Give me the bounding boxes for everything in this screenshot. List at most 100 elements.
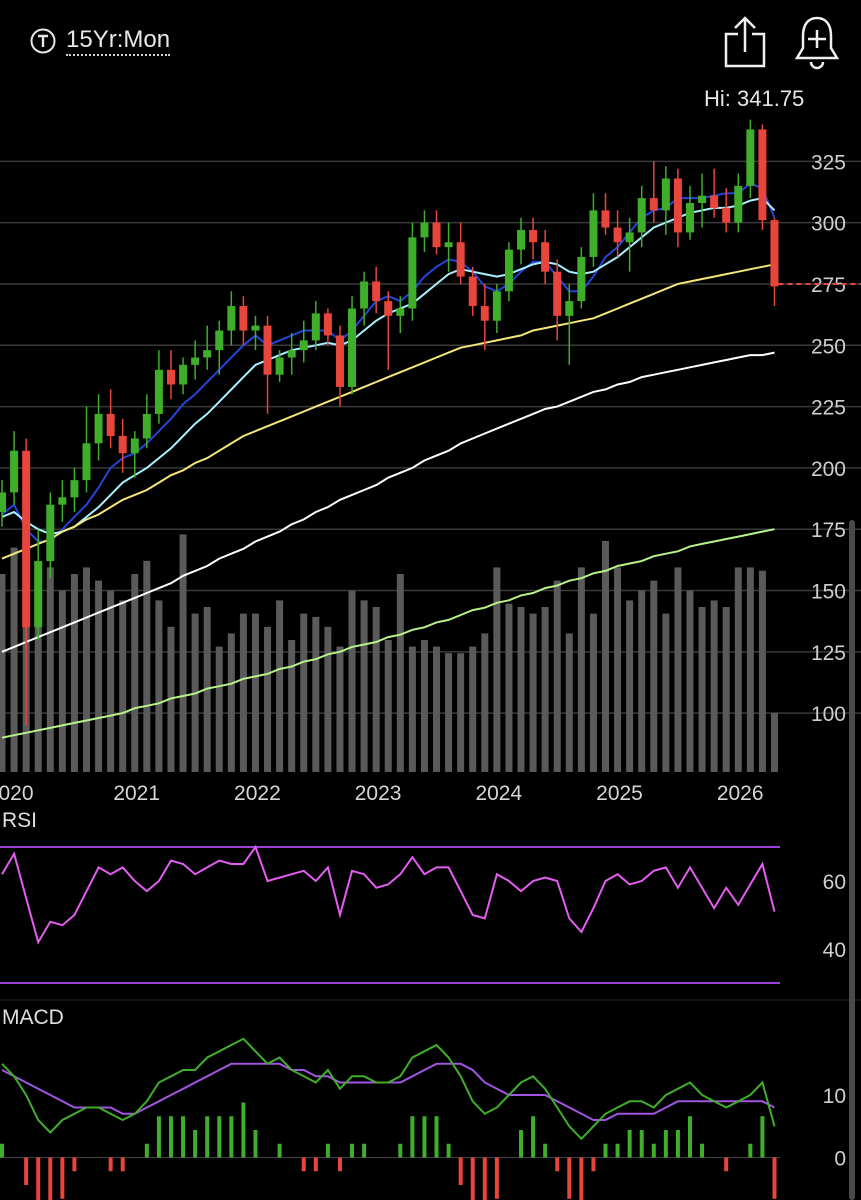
price-tick-label: 225 [811, 397, 846, 420]
volume-bar [758, 570, 766, 772]
candle-body [154, 369, 163, 414]
volume-bar [565, 633, 573, 772]
candle-body [722, 207, 731, 223]
macd-histogram-bar [494, 1157, 499, 1199]
volume-bar [650, 580, 658, 772]
macd-histogram-bar [651, 1143, 656, 1158]
macd-histogram-bar [325, 1143, 330, 1158]
candle-body [46, 504, 55, 562]
macd-panel-title: MACD [2, 1006, 64, 1029]
candle-body [625, 232, 634, 243]
candle-body [275, 357, 284, 375]
candle-body [432, 222, 441, 248]
volume-bar [179, 534, 187, 772]
candle-body [239, 306, 248, 331]
price-tick-label: 200 [811, 458, 846, 481]
candle-body [299, 340, 308, 351]
candle-body [287, 350, 296, 358]
candle-body [758, 129, 767, 221]
volume-bar [577, 567, 585, 772]
macd-histogram-bar [217, 1116, 222, 1158]
macd-line [1, 1037, 776, 1141]
macd-histogram-bar [446, 1143, 451, 1158]
volume-bar [746, 567, 754, 772]
vertical-scrollbar[interactable] [849, 520, 855, 1200]
volume-bar [770, 712, 778, 772]
macd-histogram-bar [482, 1157, 487, 1200]
rsi-panel-title: RSI [2, 809, 38, 832]
macd-histogram-bar [337, 1157, 342, 1172]
macd-histogram-bar [120, 1157, 125, 1172]
candle-body [203, 350, 212, 358]
price-tick-label: 325 [811, 151, 846, 174]
volume-bar [541, 607, 549, 772]
candle-body [335, 335, 344, 387]
macd-histogram-bar [301, 1157, 306, 1172]
macd-histogram-bar [639, 1130, 644, 1158]
candle-body [698, 195, 707, 204]
volume-bar [457, 653, 465, 772]
macd-histogram-bar [108, 1157, 113, 1172]
candle-body [480, 306, 489, 321]
x-tick-label: 2023 [355, 782, 402, 805]
x-tick-label: 2025 [596, 782, 643, 805]
macd-histogram-bar [24, 1157, 29, 1185]
volume-bar [312, 616, 320, 772]
volume-bar [95, 580, 103, 772]
macd-histogram-bar [193, 1130, 198, 1158]
volume-bar [674, 567, 682, 772]
bell-plus-icon[interactable] [793, 14, 841, 70]
x-tick-label: 2026 [717, 782, 764, 805]
volume-bar [70, 574, 78, 772]
share-icon[interactable] [722, 14, 768, 70]
x-tick-label: 2022 [234, 782, 281, 805]
candle-body [468, 276, 477, 307]
candle-body [348, 308, 357, 387]
volume-bar [433, 646, 441, 772]
volume-bar [384, 640, 392, 772]
macd-signal-line [1, 1062, 775, 1121]
macd-histogram-bar [168, 1116, 173, 1158]
candle-body [613, 227, 622, 243]
price-tick-label: 275 [811, 274, 846, 297]
volume-bar [505, 603, 513, 772]
macd-histogram-bar [748, 1143, 753, 1158]
macd-histogram-bar [663, 1130, 668, 1158]
price-tick-label: 175 [811, 519, 846, 542]
candle-body [637, 198, 646, 233]
volume-bar [131, 574, 139, 772]
volume-bar [288, 640, 296, 772]
volume-bar [614, 567, 622, 772]
moving-average-line [1, 263, 775, 560]
volume-bar [143, 560, 151, 772]
macd-histogram-bar [724, 1157, 729, 1172]
price-tick-label: 300 [811, 213, 846, 236]
macd-histogram-bar [687, 1116, 692, 1158]
macd-tick-label: 0 [834, 1148, 846, 1171]
macd-histogram-bar [60, 1157, 65, 1199]
candle-body [251, 325, 260, 331]
macd-histogram-bar [700, 1143, 705, 1158]
macd-histogram-bar [760, 1116, 765, 1158]
interval-selector[interactable]: 15Yr:Mon [30, 24, 171, 58]
volume-bar [10, 547, 18, 772]
volume-bar [445, 653, 453, 772]
x-tick-label: 2024 [475, 782, 522, 805]
candle-body [82, 443, 91, 481]
macd-histogram-bar [531, 1116, 536, 1158]
macd-histogram-bar [144, 1143, 149, 1158]
macd-histogram-bar [470, 1157, 475, 1200]
macd-histogram-bar [36, 1157, 41, 1200]
macd-histogram-bar [72, 1157, 77, 1172]
volume-bar [324, 626, 332, 772]
volume-bar [251, 613, 259, 772]
candle-body [734, 185, 743, 223]
candle-body [10, 450, 19, 493]
volume-bar [420, 640, 428, 772]
candle-body [323, 313, 332, 336]
candle-body [456, 242, 465, 277]
volume-bar [396, 574, 404, 772]
candle-body [541, 242, 550, 272]
macd-histogram-bar [772, 1157, 777, 1199]
